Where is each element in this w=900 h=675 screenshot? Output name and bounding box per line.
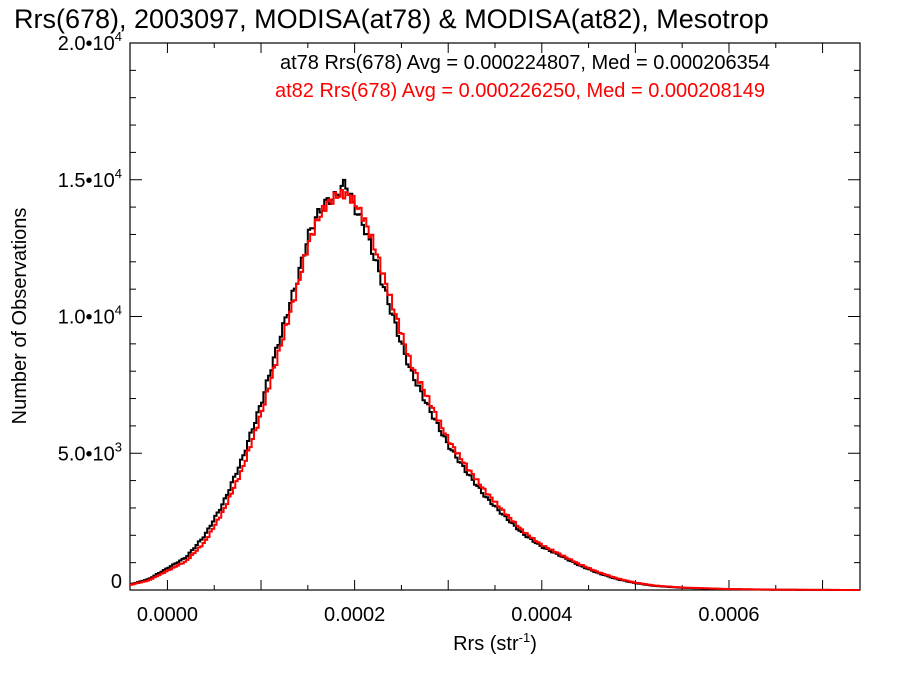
legend-entry-at78: at78 Rrs(678) Avg = 0.000224807, Med = 0… bbox=[280, 52, 770, 74]
y-tick-label-main: 1.0•10 bbox=[58, 307, 115, 329]
series-layer bbox=[130, 178, 860, 591]
x-axis-label-main: Rrs (str bbox=[453, 633, 519, 655]
legend-entry-at82: at82 Rrs(678) Avg = 0.000226250, Med = 0… bbox=[275, 80, 765, 102]
x-tick-label: 0.0006 bbox=[698, 604, 759, 626]
y-tick-label-main: 2.0•10 bbox=[58, 33, 115, 55]
y-tick-label: 1.0•104 bbox=[58, 303, 122, 329]
y-tick-label-main: 5.0•10 bbox=[58, 443, 115, 465]
y-tick-label: 1.5•104 bbox=[58, 166, 122, 192]
y-tick-label: 5.0•103 bbox=[58, 439, 122, 465]
x-axis-label-superscript: -1 bbox=[519, 630, 531, 645]
series-at78 bbox=[130, 178, 860, 591]
y-tick-label-exponent: 3 bbox=[115, 439, 122, 454]
x-tick-label: 0.0002 bbox=[324, 604, 385, 626]
axis-ticks bbox=[130, 42, 860, 591]
x-axis-label-close: ) bbox=[530, 633, 537, 655]
y-tick-label-main: 1.5•10 bbox=[58, 170, 115, 192]
x-tick-labels: 0.0000 0.0002 0.0004 0.0006 bbox=[137, 604, 760, 626]
series-at82 bbox=[130, 189, 860, 591]
x-axis-label: Rrs (str-1) bbox=[453, 630, 537, 655]
y-tick-label-exponent: 4 bbox=[115, 166, 122, 181]
y-axis-label: Number of Observations bbox=[9, 208, 31, 425]
y-tick-label: 0 bbox=[111, 571, 122, 593]
y-tick-label-exponent: 4 bbox=[115, 303, 122, 318]
x-tick-label: 0.0004 bbox=[511, 604, 572, 626]
x-tick-label: 0.0000 bbox=[137, 604, 198, 626]
y-tick-label-main: 0 bbox=[111, 571, 122, 593]
chart-title: Rrs(678), 2003097, MODISA(at78) & MODISA… bbox=[14, 4, 769, 34]
plot-frame bbox=[129, 42, 861, 591]
y-tick-label-exponent: 4 bbox=[115, 29, 122, 44]
y-tick-label: 2.0•104 bbox=[58, 29, 122, 55]
